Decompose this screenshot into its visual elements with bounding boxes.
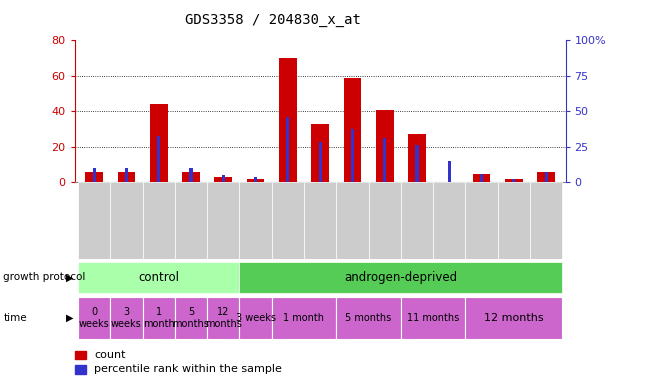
Text: GDS3358 / 204830_x_at: GDS3358 / 204830_x_at	[185, 13, 361, 27]
FancyBboxPatch shape	[465, 296, 562, 339]
Bar	[311, 124, 329, 182]
Bar	[118, 172, 135, 182]
Bar	[473, 174, 491, 182]
Text: 12 months: 12 months	[484, 313, 543, 323]
Bar	[125, 168, 128, 182]
FancyBboxPatch shape	[369, 182, 401, 259]
FancyBboxPatch shape	[111, 182, 142, 259]
Text: 1
month: 1 month	[143, 307, 175, 329]
Text: 0
weeks: 0 weeks	[79, 307, 109, 329]
FancyBboxPatch shape	[239, 296, 272, 339]
Bar	[182, 172, 200, 182]
FancyBboxPatch shape	[401, 182, 433, 259]
Bar	[512, 179, 515, 182]
FancyBboxPatch shape	[304, 182, 336, 259]
FancyBboxPatch shape	[272, 296, 336, 339]
Bar	[189, 168, 192, 182]
Text: 5 months: 5 months	[345, 313, 392, 323]
Text: control: control	[138, 271, 179, 284]
FancyBboxPatch shape	[336, 296, 401, 339]
Bar	[415, 145, 419, 182]
Text: 3 weeks: 3 weeks	[235, 313, 276, 323]
Text: percentile rank within the sample: percentile rank within the sample	[94, 364, 282, 374]
Bar	[351, 129, 354, 182]
Text: 11 months: 11 months	[407, 313, 460, 323]
Bar	[545, 172, 548, 182]
Bar	[279, 58, 296, 182]
FancyBboxPatch shape	[336, 182, 369, 259]
Bar	[318, 142, 322, 182]
Bar	[376, 109, 394, 182]
Text: ▶: ▶	[66, 272, 74, 283]
FancyBboxPatch shape	[207, 182, 239, 259]
FancyBboxPatch shape	[78, 182, 111, 259]
Bar	[246, 179, 265, 182]
Text: time: time	[3, 313, 27, 323]
FancyBboxPatch shape	[498, 182, 530, 259]
Bar	[383, 138, 386, 182]
Bar	[214, 177, 232, 182]
Text: 3
weeks: 3 weeks	[111, 307, 142, 329]
Bar	[92, 168, 96, 182]
Bar	[538, 172, 555, 182]
Text: ▶: ▶	[66, 313, 74, 323]
FancyBboxPatch shape	[78, 296, 111, 339]
FancyBboxPatch shape	[78, 262, 239, 293]
Bar	[448, 161, 451, 182]
Bar	[286, 117, 289, 182]
Bar	[408, 134, 426, 182]
FancyBboxPatch shape	[530, 182, 562, 259]
Bar	[254, 177, 257, 182]
Text: 1 month: 1 month	[283, 313, 324, 323]
Text: 12
months: 12 months	[205, 307, 242, 329]
FancyBboxPatch shape	[111, 296, 142, 339]
Text: 5
months: 5 months	[172, 307, 209, 329]
Bar	[505, 179, 523, 182]
Bar	[150, 104, 168, 182]
Text: androgen-deprived: androgen-deprived	[344, 271, 458, 284]
FancyBboxPatch shape	[272, 182, 304, 259]
FancyBboxPatch shape	[239, 182, 272, 259]
FancyBboxPatch shape	[175, 182, 207, 259]
Text: count: count	[94, 350, 125, 360]
Bar	[480, 174, 483, 182]
Bar	[222, 175, 225, 182]
Bar	[157, 136, 161, 182]
FancyBboxPatch shape	[142, 182, 175, 259]
FancyBboxPatch shape	[175, 296, 207, 339]
FancyBboxPatch shape	[239, 262, 562, 293]
Bar	[85, 172, 103, 182]
FancyBboxPatch shape	[142, 296, 175, 339]
FancyBboxPatch shape	[401, 296, 465, 339]
Bar	[344, 78, 361, 182]
Text: growth protocol: growth protocol	[3, 272, 86, 283]
FancyBboxPatch shape	[207, 296, 239, 339]
FancyBboxPatch shape	[465, 182, 498, 259]
FancyBboxPatch shape	[433, 182, 465, 259]
